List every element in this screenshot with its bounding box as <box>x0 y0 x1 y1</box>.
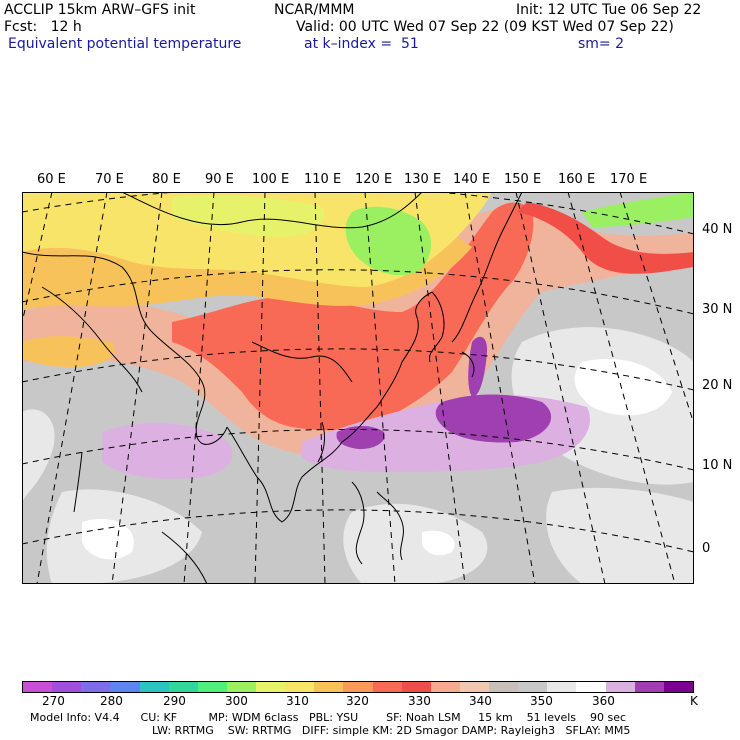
coastlines <box>22 192 523 584</box>
colorbar-unit: K <box>690 694 698 708</box>
colorbar-swatch <box>343 682 373 692</box>
colorbar-swatch <box>314 682 344 692</box>
lat-label: 10 N <box>702 458 733 473</box>
colorbar-swatch <box>663 682 693 692</box>
colorbar-tick-label: 270 <box>42 694 65 708</box>
colorbar-swatch <box>256 682 286 692</box>
lon-label: 130 E <box>404 172 442 187</box>
lon-label: 60 E <box>37 172 66 187</box>
model-info-line1: Model Info: V4.4 CU: KF MP: WDM 6class P… <box>30 711 627 724</box>
colorbar-tick-label: 290 <box>163 694 186 708</box>
model-title: ACCLIP 15km ARW–GFS init <box>4 2 196 18</box>
org-label: NCAR/MMM <box>274 2 355 18</box>
lat-label: 30 N <box>702 302 733 317</box>
colorbar-tick-label: 350 <box>530 694 553 708</box>
lon-label: 100 E <box>252 172 290 187</box>
forecast-hour: Fcst: 12 h <box>4 19 82 35</box>
colorbar-tick-label: 300 <box>225 694 248 708</box>
valid-time: Valid: 00 UTC Wed 07 Sep 22 (09 KST Wed … <box>296 19 674 35</box>
colorbar-tick-label: 310 <box>286 694 309 708</box>
purple-core-west <box>336 426 385 450</box>
orange-region <box>22 237 472 310</box>
colorbar-swatch <box>576 682 606 692</box>
lon-label: 90 E <box>205 172 234 187</box>
lavender-region <box>102 422 233 479</box>
colorbar-swatch <box>518 682 548 692</box>
orange-west-region <box>22 336 115 367</box>
colorbar-swatch <box>110 682 140 692</box>
colorbar-tick-label: 360 <box>592 694 615 708</box>
colorbar-tick-label: 280 <box>100 694 123 708</box>
colorbar-swatch <box>634 682 664 692</box>
lon-label: 150 E <box>504 172 542 187</box>
green-region-pacific <box>582 192 694 227</box>
colorbar-swatch <box>605 682 635 692</box>
colorbar-swatch <box>285 682 315 692</box>
green-region <box>345 206 432 276</box>
colorbar-tick-label: 320 <box>346 694 369 708</box>
white-regions <box>82 358 672 560</box>
colorbar-swatch <box>52 682 82 692</box>
colorbar-swatch <box>226 682 256 692</box>
colorbar <box>22 681 694 693</box>
colorbar-swatch <box>168 682 198 692</box>
lat-label: 40 N <box>702 222 733 237</box>
lat-label: 0 <box>702 541 711 556</box>
colorbar-swatch <box>430 682 460 692</box>
lon-label: 120 E <box>355 172 393 187</box>
colorbar-swatch <box>139 682 169 692</box>
lon-label: 110 E <box>304 172 342 187</box>
colorbar-tick-label: 330 <box>408 694 431 708</box>
light-green-region <box>172 195 325 237</box>
red-region <box>172 202 534 431</box>
colorbar-tick-label: 340 <box>469 694 492 708</box>
field-name: Equivalent potential temperature <box>8 36 242 52</box>
colorbar-swatch <box>23 682 53 692</box>
lon-label: 160 E <box>558 172 596 187</box>
colorbar-swatch <box>81 682 111 692</box>
lon-label: 70 E <box>95 172 124 187</box>
purple-tongue <box>468 336 488 397</box>
smoothing-label: sm= 2 <box>578 36 625 52</box>
colorbar-swatch <box>197 682 227 692</box>
purple-core-east <box>435 394 552 443</box>
level-label: at k–index = 51 <box>304 36 419 52</box>
lon-label: 140 E <box>453 172 491 187</box>
colorbar-swatch <box>489 682 519 692</box>
model-info-line2: LW: RRTMG SW: RRTMG DIFF: simple KM: 2D … <box>152 724 631 737</box>
lon-label: 80 E <box>152 172 181 187</box>
red-region-japan-coast <box>517 202 694 274</box>
lon-label: 170 E <box>610 172 648 187</box>
colorbar-swatch <box>372 682 402 692</box>
colorbar-swatch <box>459 682 489 692</box>
colorbar-swatch <box>401 682 431 692</box>
lat-label: 20 N <box>702 378 733 393</box>
init-time: Init: 12 UTC Tue 06 Sep 22 <box>516 2 702 18</box>
map-panel <box>22 192 694 584</box>
colorbar-swatch <box>547 682 577 692</box>
